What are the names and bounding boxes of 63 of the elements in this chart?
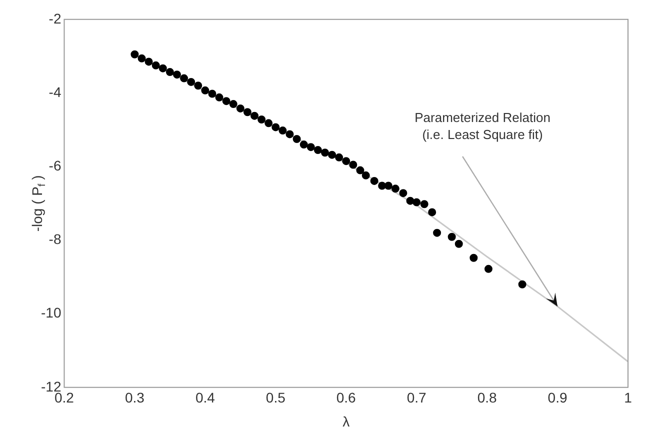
point — [286, 130, 294, 138]
point — [229, 100, 238, 108]
point — [158, 64, 167, 72]
point — [166, 68, 174, 76]
point — [306, 143, 315, 152]
point — [370, 176, 378, 185]
point — [138, 54, 146, 62]
point — [412, 198, 421, 206]
x-axis-title: λ — [342, 413, 350, 430]
point — [236, 104, 244, 112]
point — [399, 189, 408, 198]
point — [420, 200, 428, 208]
y-axis-title: -log ( Pf ) — [28, 175, 48, 232]
y-tick-label: -4 — [48, 84, 62, 100]
point — [152, 61, 160, 70]
y-tick-label: -6 — [48, 157, 62, 174]
point — [258, 115, 266, 124]
point — [130, 50, 139, 58]
point — [314, 146, 322, 154]
point — [222, 97, 230, 106]
annotation: Parameterized Relation (i.e. Least Square fit) — [414, 110, 550, 142]
point — [484, 264, 492, 273]
point — [335, 153, 344, 162]
point — [250, 112, 259, 120]
point — [454, 240, 463, 248]
point — [342, 157, 350, 166]
point — [300, 140, 308, 149]
point — [362, 171, 370, 180]
y-tick-label: -2 — [48, 10, 62, 26]
point — [320, 148, 329, 157]
point — [278, 126, 287, 135]
point — [356, 166, 364, 174]
point — [144, 58, 153, 66]
point — [208, 90, 216, 98]
point — [180, 74, 188, 82]
x-tick-label: 0.5 — [266, 390, 286, 406]
y-tick-label: -8 — [48, 231, 62, 248]
point — [428, 208, 436, 216]
point — [448, 232, 456, 241]
x-tick-label: 1 — [624, 390, 632, 406]
x-tick-label: 0.4 — [195, 390, 216, 406]
point — [328, 150, 336, 159]
point — [349, 160, 358, 169]
point — [194, 82, 202, 90]
point — [470, 254, 478, 262]
point — [187, 78, 196, 86]
x-tick-label: 0.8 — [477, 390, 497, 406]
point — [391, 184, 400, 193]
point — [243, 108, 252, 116]
point — [433, 228, 442, 237]
x-tick-label: 0.3 — [124, 390, 145, 406]
point — [264, 119, 273, 128]
point — [518, 280, 526, 288]
point — [201, 86, 210, 94]
point — [384, 182, 392, 190]
point — [292, 135, 301, 143]
point — [172, 70, 181, 79]
x-tick-label: 0.6 — [336, 390, 356, 406]
point — [215, 93, 224, 102]
x-tick-label: 0.7 — [406, 390, 427, 406]
point — [272, 123, 280, 132]
x-tick-label: 0.9 — [548, 390, 568, 406]
y-tick-label: -10 — [41, 304, 62, 321]
